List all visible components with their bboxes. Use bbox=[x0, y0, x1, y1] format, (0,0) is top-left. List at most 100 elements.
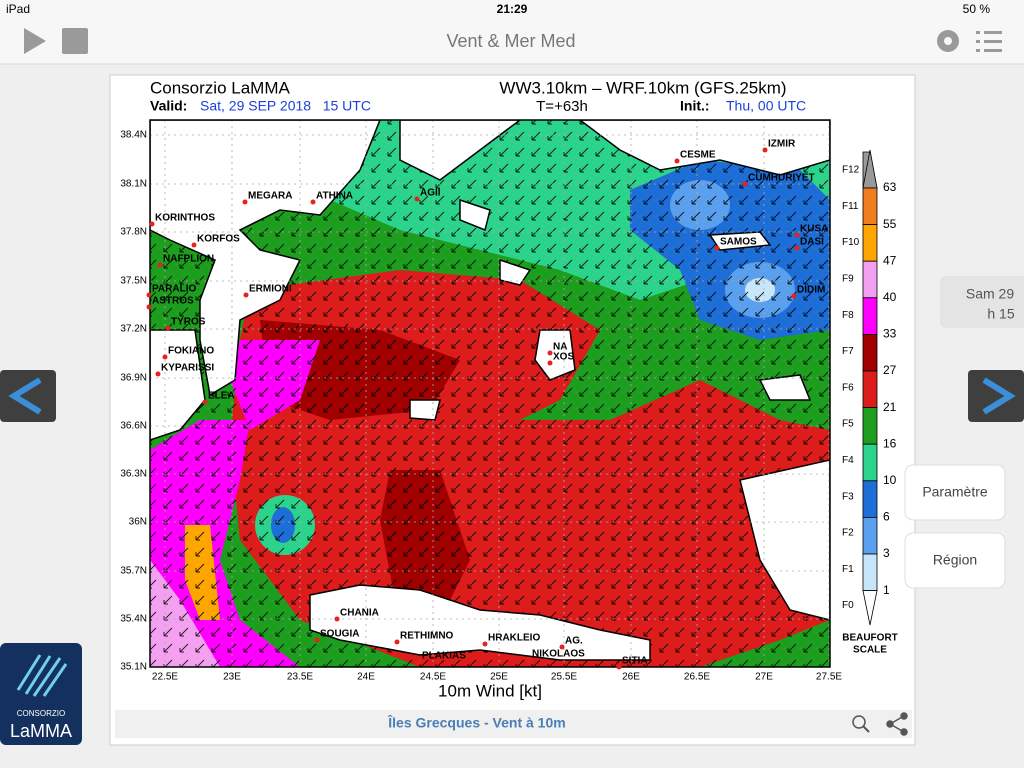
colorbar-segment bbox=[862, 553, 878, 591]
scale-value: 40 bbox=[883, 290, 897, 304]
caption-bar bbox=[115, 710, 912, 738]
place-dot bbox=[310, 199, 316, 205]
next-button[interactable] bbox=[968, 370, 1024, 422]
beaufort-label: F5 bbox=[842, 419, 854, 430]
lat-label: 36.9N bbox=[120, 373, 147, 384]
logo-line: CONSORZIO bbox=[17, 709, 65, 718]
beaufort-label: F9 bbox=[842, 274, 854, 285]
beaufort-label: F3 bbox=[842, 491, 854, 502]
place-dot bbox=[674, 158, 680, 164]
lat-label: 35.1N bbox=[120, 662, 147, 673]
place-label: NAFPLION bbox=[163, 254, 214, 265]
menu-button[interactable] bbox=[976, 31, 1002, 52]
place-dot bbox=[157, 262, 163, 268]
place-label: DIDIM bbox=[797, 285, 825, 296]
zoom-out-button[interactable] bbox=[852, 715, 866, 729]
place-label: KYPARISSI bbox=[161, 363, 214, 374]
place-label: DASI bbox=[800, 237, 824, 248]
top-bar bbox=[0, 0, 1024, 64]
lon-label: 22.5E bbox=[152, 672, 178, 683]
place-dot bbox=[791, 293, 797, 299]
map-source: Consorzio LaMMA bbox=[150, 78, 290, 97]
place-dot bbox=[334, 616, 340, 622]
x-axis-label: 10m Wind [kt] bbox=[438, 681, 542, 700]
colorbar bbox=[862, 149, 878, 626]
place-label: ERMIONI bbox=[249, 284, 292, 295]
colorbar-segment bbox=[862, 407, 878, 445]
place-dot bbox=[146, 292, 152, 298]
map-models: WW3.10km – WRF.10km (GFS.25km) bbox=[499, 78, 786, 97]
place-label: KUSA bbox=[800, 224, 828, 235]
place-label: ASTROS bbox=[152, 296, 194, 307]
caption: Îles Grecques - Vent à 10m bbox=[387, 714, 565, 731]
place-label: KORFOS bbox=[197, 234, 240, 245]
prev-button[interactable] bbox=[0, 370, 56, 422]
lat-label: 38.4N bbox=[120, 130, 147, 141]
region-button[interactable] bbox=[904, 532, 1006, 589]
lat-label: 35.4N bbox=[120, 614, 147, 625]
button-label: Région bbox=[933, 552, 977, 568]
place-dot bbox=[794, 245, 800, 251]
save-button[interactable] bbox=[62, 28, 88, 54]
place-dot bbox=[762, 147, 768, 153]
side-date: Sam 29 bbox=[966, 286, 1014, 302]
colorbar-segment bbox=[862, 260, 878, 299]
time-box bbox=[940, 276, 1024, 328]
place-label: MEGARA bbox=[248, 191, 292, 202]
beaufort-label: F4 bbox=[842, 455, 854, 466]
place-dot bbox=[243, 292, 249, 298]
beaufort-label: F2 bbox=[842, 528, 854, 539]
place-label: PLAKIAS bbox=[422, 651, 466, 662]
scale-value: 10 bbox=[883, 473, 897, 487]
colorbar-segment bbox=[862, 224, 878, 262]
place-label: ATHINA bbox=[316, 191, 353, 202]
lat-label: 36.6N bbox=[120, 421, 147, 432]
place-dot bbox=[162, 354, 168, 360]
lat-label: 35.7N bbox=[120, 566, 147, 577]
place-dot bbox=[547, 360, 553, 366]
lat-label: 36N bbox=[129, 517, 147, 528]
lon-label: 24E bbox=[357, 672, 375, 683]
place-dot bbox=[191, 242, 197, 248]
place-dot bbox=[742, 181, 748, 187]
next-chevron bbox=[982, 377, 1016, 415]
valid-label: Valid: bbox=[150, 98, 187, 114]
place-label: XOS bbox=[553, 352, 574, 363]
lon-label: 25E bbox=[490, 672, 508, 683]
colorbar-bottom bbox=[862, 590, 878, 626]
beaufort-label: F11 bbox=[842, 201, 859, 212]
scale-label: SCALE bbox=[853, 645, 887, 656]
parameter-button[interactable] bbox=[904, 464, 1006, 521]
scale-value: 6 bbox=[883, 510, 890, 524]
colorbar-segment bbox=[862, 187, 878, 225]
colorbar-segment bbox=[862, 333, 878, 372]
wind-map bbox=[150, 120, 830, 667]
place-dot bbox=[202, 399, 208, 405]
lon-label: 26E bbox=[622, 672, 640, 683]
place-label: IZMIR bbox=[768, 139, 796, 150]
place-dot bbox=[714, 245, 720, 251]
beaufort-label: F1 bbox=[842, 564, 854, 575]
lon-label: 25.5E bbox=[551, 672, 577, 683]
settings-hole bbox=[944, 37, 952, 45]
beaufort-label: F10 bbox=[842, 237, 860, 248]
place-label: NIKOLAOS bbox=[532, 649, 585, 660]
place-label: CHANIA bbox=[340, 608, 379, 619]
place-label: SAMOS bbox=[720, 237, 757, 248]
lat-label: 37.8N bbox=[120, 227, 147, 238]
place-label: TYROS bbox=[171, 317, 206, 328]
lat-label: 37.2N bbox=[120, 324, 147, 335]
place-dot bbox=[547, 350, 553, 356]
play-button[interactable] bbox=[24, 28, 46, 54]
scale-value: 47 bbox=[883, 253, 897, 267]
share-button[interactable] bbox=[886, 712, 908, 736]
colorbar-segment bbox=[862, 443, 878, 482]
scale-value: 33 bbox=[883, 327, 897, 341]
scale-value: 1 bbox=[883, 583, 890, 597]
place-dot bbox=[242, 199, 248, 205]
beaufort-label: F0 bbox=[842, 600, 854, 611]
plot-frame bbox=[149, 119, 831, 668]
place-dot bbox=[416, 659, 422, 665]
scale-value: 63 bbox=[883, 180, 897, 194]
